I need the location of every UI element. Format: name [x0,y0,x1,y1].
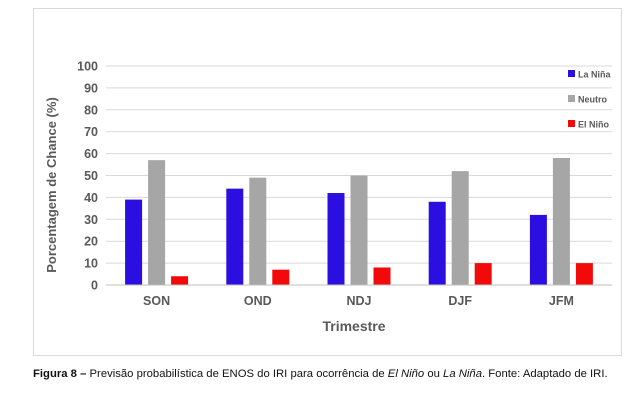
legend: La Niña Neutro El Niño [568,70,612,130]
caption-italic-el-nino: El Niño [387,368,425,380]
legend-label: La Niña [578,70,612,80]
bars [125,157,593,285]
y-tick-labels: 0 10 20 30 40 50 60 70 80 90 100 [77,60,98,293]
bar [148,160,166,285]
y-tick-label: 100 [77,60,98,74]
y-tick-label: 50 [84,169,98,183]
legend-label: Neutro [578,95,608,105]
y-tick-label: 20 [84,235,98,249]
bar [272,269,290,285]
x-tick-label: NDJ [346,294,371,308]
bar [125,199,143,285]
y-tick-label: 0 [91,279,98,293]
y-tick-label: 10 [84,257,98,271]
gridlines [106,65,612,264]
y-tick-label: 40 [84,191,98,205]
caption-text-2: ou [424,368,444,380]
y-tick-label: 30 [84,213,98,227]
bar [350,175,368,285]
legend-swatch [568,95,575,102]
bar [327,193,345,285]
bar [474,263,492,285]
y-tick-label: 80 [84,103,98,117]
caption-text-1: Previsão probabilística de ENOS do IRI p… [89,368,388,380]
legend-swatch [568,120,575,127]
y-tick-label: 60 [84,147,98,161]
caption-italic-la-nina: La Niña [443,368,482,380]
bar [226,188,244,285]
bar [373,267,391,285]
x-tick-label: DJF [448,294,472,308]
bar [428,201,446,285]
y-axis-title: Porcentagem de Chance (%) [44,97,59,273]
caption-text-3: . Fonte: Adaptado de IRI. [482,368,608,380]
y-tick-label: 70 [84,125,98,139]
bar [529,214,547,285]
bar [575,263,593,285]
x-axis-title: Trimestre [322,318,385,334]
caption-dash: – [76,368,90,380]
x-tick-label: SON [143,294,170,308]
bar [171,276,189,285]
figure-caption: Figura 8 – Previsão probabilística de EN… [33,367,623,381]
bar [249,177,267,285]
x-tick-label: OND [244,294,272,308]
caption-label: Figura 8 [33,368,77,380]
x-tick-labels: SON OND NDJ DJF JFM [143,294,574,308]
legend-swatch [568,70,575,77]
x-tick-label: JFM [549,294,574,308]
legend-label: El Niño [578,120,610,130]
bar [552,157,570,285]
bar [451,171,469,285]
bar-chart: 0 10 20 30 40 50 60 70 80 90 100 SON OND NDJ DJF JFM P… [44,60,612,334]
y-tick-label: 90 [84,81,98,95]
